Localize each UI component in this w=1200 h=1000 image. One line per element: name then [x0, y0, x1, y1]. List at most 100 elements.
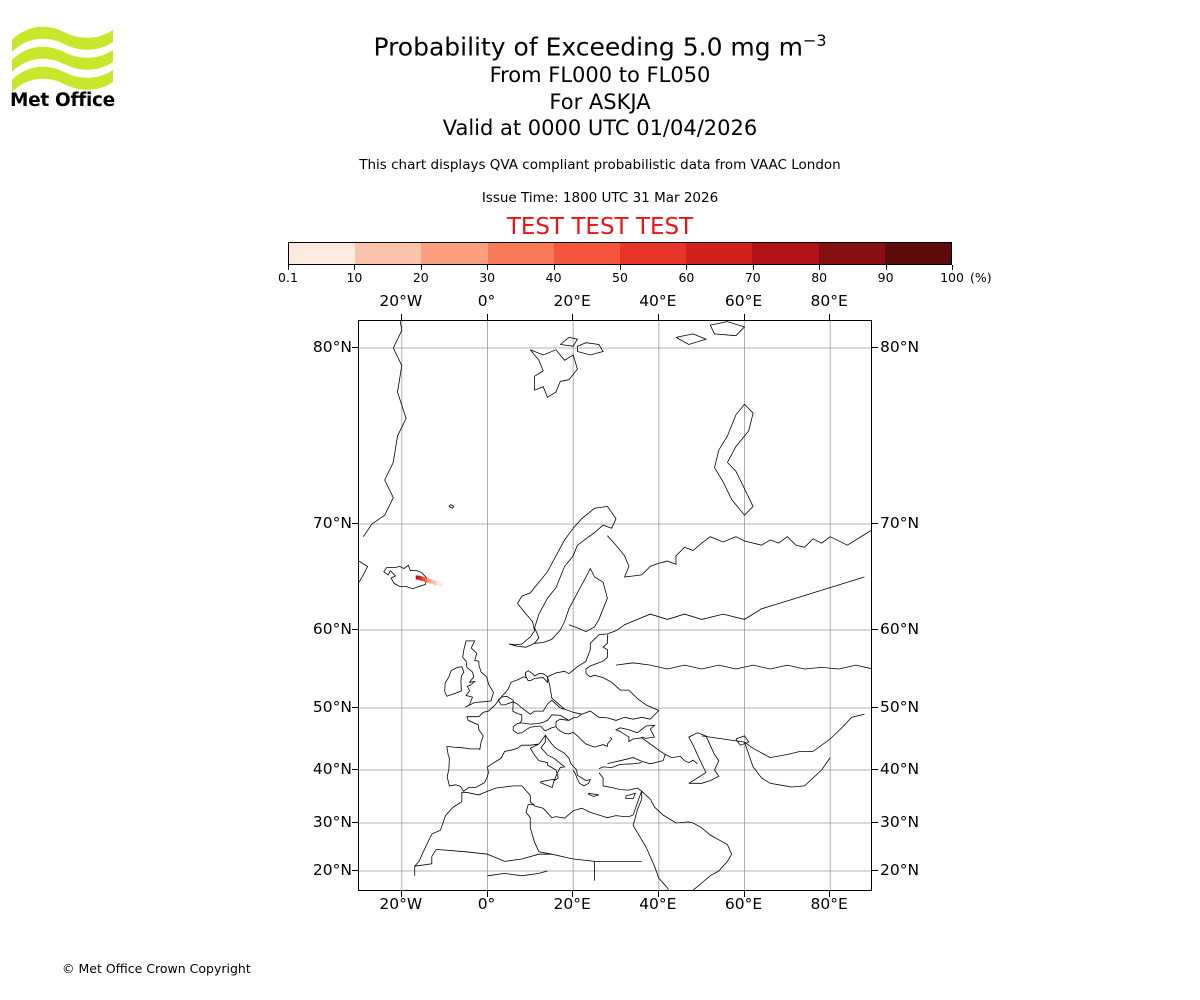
coastline-path: [607, 724, 666, 765]
lon-label-top: 20°E: [553, 292, 591, 310]
coastline-path: [547, 676, 582, 715]
lon-label-bottom: 20°W: [379, 895, 423, 913]
lon-label-top: 80°E: [810, 292, 848, 310]
colorbar-segment-4: [553, 243, 621, 264]
plume-cell: [424, 578, 428, 582]
coastline-path: [744, 741, 831, 788]
coastline-path: [607, 530, 871, 578]
axis-tick: [872, 870, 878, 871]
lat-label-left: 50°N: [312, 698, 352, 716]
colorbar-segment-3: [487, 243, 554, 264]
met-office-logo: [10, 22, 115, 114]
lat-label-left: 30°N: [312, 813, 352, 831]
issue-time-label: Issue Time: 1800 UTC 31 Mar 2026: [481, 190, 719, 206]
coastline-path: [414, 849, 437, 867]
coastline-path: [588, 792, 600, 797]
copyright-notice: © Met Office Crown Copyright: [62, 961, 251, 976]
lon-label-bottom: 20°E: [553, 895, 591, 913]
coastline-path: [675, 333, 708, 345]
coastline-path: [615, 662, 871, 670]
colorbar-segment-1: [355, 243, 422, 264]
coastline-path: [362, 321, 407, 537]
colorbar-tick: [354, 265, 356, 270]
coastline-path: [625, 792, 636, 800]
lon-label-top: 0°: [477, 292, 496, 310]
colorbar-tick-label: 50: [612, 270, 628, 285]
map-plot-area[interactable]: [358, 320, 872, 891]
lat-label-right: 50°N: [880, 698, 920, 716]
coastline-path: [585, 673, 659, 711]
lat-label-left: 20°N: [312, 861, 352, 879]
coastline-path: [540, 779, 555, 789]
ash-plume-overlay: [415, 575, 443, 587]
colorbar-segment-5: [620, 243, 687, 264]
met-office-logo-text: Met Office: [10, 90, 115, 111]
lon-label-bottom: 40°E: [639, 895, 677, 913]
colorbar-segment-8: [818, 243, 885, 264]
coastline-path: [585, 634, 608, 674]
coastline-path: [701, 713, 865, 759]
colorbar-tick: [487, 265, 489, 270]
plume-cell: [427, 579, 431, 583]
flight-level-label: From FL000 to FL050: [489, 63, 711, 87]
colorbar-tick-label: 80: [811, 270, 828, 285]
coastline-path: [487, 870, 548, 877]
lon-label-top: 60°E: [724, 292, 763, 310]
lat-label-left: 40°N: [312, 760, 352, 778]
colorbar-tick: [288, 265, 289, 270]
chart-title-exponent: −3: [802, 31, 827, 50]
colorbar-tick: [553, 265, 555, 270]
plume-cell: [425, 578, 430, 583]
coastline-path: [525, 804, 552, 855]
coastline-path: [462, 640, 494, 708]
axis-tick: [743, 891, 745, 897]
map-canvas: [359, 321, 871, 890]
map-coastlines: [359, 321, 871, 890]
coastline-path: [709, 321, 746, 337]
coastline-path: [534, 567, 608, 644]
coastline-path: [414, 772, 643, 876]
coastline-path: [497, 695, 514, 706]
colorbar-tick-label: 100: [940, 270, 964, 285]
axis-tick: [400, 891, 402, 897]
coastline-path: [560, 336, 579, 347]
plume-cell: [422, 577, 426, 582]
colorbar-tick-label: 60: [678, 270, 695, 285]
axis-tick: [872, 707, 878, 708]
coastline-path: [576, 342, 604, 356]
coastline-path: [615, 576, 865, 632]
lat-label-left: 70°N: [312, 514, 352, 532]
axis-tick: [829, 891, 831, 897]
axis-tick: [572, 891, 574, 897]
lat-label-right: 60°N: [880, 620, 920, 638]
coastline-path: [529, 349, 578, 398]
valid-time-label: Valid at 0000 UTC 01/04/2026: [442, 116, 758, 140]
axis-tick: [872, 629, 878, 630]
coastline-path: [735, 735, 750, 746]
colorbar-tick-labels: 0.1 10 20 30 40 50 60 70 80 90 100: [188, 270, 1052, 288]
plume-cell: [436, 581, 440, 586]
axis-tick: [872, 769, 878, 770]
lat-label-left: 60°N: [312, 620, 352, 638]
colorbar-segment-9: [884, 243, 952, 264]
coastline-path: [446, 734, 566, 792]
plume-cell: [429, 579, 433, 584]
lon-label-bottom: 0°: [477, 895, 496, 913]
lat-label-right: 40°N: [880, 760, 920, 778]
colorbar-segment-6: [686, 243, 753, 264]
colorbar-ticks: [288, 265, 953, 275]
coastline-path: [714, 403, 754, 516]
colorbar-tick-label: 0.1: [278, 270, 298, 285]
axis-tick: [657, 891, 659, 897]
coastline-path: [581, 710, 660, 721]
colorbar-segment-0: [289, 243, 356, 264]
coastline-path: [665, 754, 698, 765]
plume-cell: [432, 580, 436, 585]
colorbar-gradient: [288, 242, 952, 265]
volcano-label: For ASKJA: [549, 90, 651, 114]
colorbar-tick: [952, 265, 953, 270]
axis-tick: [872, 822, 878, 823]
plume-cell: [420, 576, 424, 581]
coastline-path: [555, 713, 613, 748]
colorbar-unit-label: (%): [970, 270, 992, 285]
